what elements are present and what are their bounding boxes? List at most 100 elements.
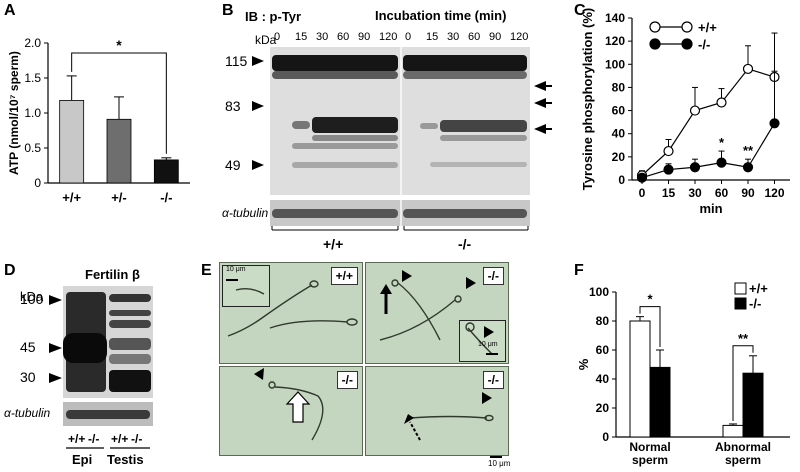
lane-label: +/+ (111, 432, 129, 446)
x-category-label: +/+ (62, 190, 81, 205)
data-point (742, 63, 754, 75)
legend-marker (681, 38, 693, 50)
y-tick-label: 40 (596, 372, 610, 386)
marker-label: 100 (20, 291, 44, 307)
x-tick-label: 60 (715, 186, 729, 200)
panel-b-tubulin-label: α-tubulin (222, 206, 269, 220)
x-category-label: sperm (632, 453, 668, 467)
y-tick-label: 20 (596, 401, 610, 415)
marker-label: 83 (225, 98, 241, 114)
marker-label: 115 (225, 53, 248, 69)
inset-wt (222, 265, 270, 307)
time-label: 0 (274, 31, 281, 43)
significance-star: ** (743, 143, 754, 158)
marker-arrow-icon (252, 101, 264, 111)
legend-label: -/- (749, 296, 761, 311)
scale-inset-wt: 10 μm (226, 266, 246, 273)
micrograph-ko-2: -/- (219, 366, 363, 456)
micrograph-ko-3: -/- (365, 366, 509, 456)
panel-d-tubulin-label: α-tubulin (4, 406, 51, 420)
significance-star: ** (738, 331, 749, 346)
significance-bracket (71, 52, 167, 154)
y-tick-label: 2.0 (24, 36, 41, 50)
time-label: 60 (337, 31, 350, 43)
panel-f-letter: F (574, 262, 584, 279)
bar (106, 118, 132, 184)
scale-main: 10 μm (488, 459, 511, 468)
data-point (769, 118, 780, 129)
bar (629, 320, 651, 438)
x-tick-label: 120 (764, 186, 784, 200)
time-label: 15 (295, 31, 308, 43)
panel-a-letter: A (4, 2, 16, 19)
marker-arrow-icon (252, 56, 264, 66)
time-label: 15 (426, 31, 439, 43)
marker-label: 49 (225, 157, 241, 173)
fertilin-title: Fertilin β (85, 267, 140, 282)
y-tick-label: 80 (612, 80, 626, 94)
lane-label: -/- (131, 432, 143, 446)
marker-label: 30 (20, 369, 36, 385)
data-point (689, 162, 701, 173)
scale-inset-ko: 10 μm (478, 341, 498, 348)
panel-d-letter: D (4, 262, 16, 279)
legend-label: +/+ (698, 20, 717, 35)
legend-label: -/- (698, 37, 710, 52)
x-tick-label: 0 (639, 186, 646, 200)
micro-label: -/- (482, 267, 504, 285)
y-tick-label: 100 (605, 57, 625, 71)
tissue-epi: Epi (72, 452, 93, 467)
y-axis-label: Tyrosine phosphorylation (%) (580, 8, 595, 191)
marker-label: 45 (20, 339, 36, 355)
y-tick-label: 0 (34, 176, 41, 190)
data-point (663, 164, 674, 175)
x-axis-label: min (699, 201, 722, 216)
bar (59, 100, 85, 184)
x-category-label: Abnormal (715, 440, 771, 454)
x-category-label: sperm (725, 453, 761, 467)
panel-b-kda: kDa (255, 33, 277, 47)
legend-marker (649, 21, 661, 33)
panel-b-group-wt: +/+ (323, 236, 344, 252)
significance-bracket (732, 345, 754, 421)
legend-swatch (734, 282, 747, 295)
data-point (689, 105, 701, 116)
tissue-testis: Testis (107, 452, 144, 467)
data-point (742, 162, 754, 173)
y-tick-label: 60 (612, 104, 626, 118)
time-label: 90 (358, 31, 371, 43)
bar (649, 366, 671, 438)
panel-e-letter: E (201, 262, 212, 279)
panel-c-letter: C (574, 2, 586, 19)
time-label: 0 (405, 31, 412, 43)
significance-star: * (719, 135, 725, 150)
data-point (716, 97, 727, 108)
y-tick-label: 1.5 (24, 71, 41, 85)
ptyr-blot (270, 47, 530, 195)
y-tick-label: 20 (612, 150, 626, 164)
fertilin-blot (63, 286, 153, 398)
x-tick-label: 15 (662, 186, 676, 200)
bar (722, 424, 744, 438)
data-point (636, 172, 648, 183)
data-point (716, 157, 727, 168)
lane-label: +/+ (68, 432, 86, 446)
x-tick-label: 90 (741, 186, 755, 200)
y-tick-label: 40 (612, 127, 626, 141)
legend-label: +/+ (749, 281, 768, 296)
micro-label: -/- (336, 371, 358, 389)
ib-label: IB : p-Tyr (245, 9, 302, 24)
x-tick-label: 30 (688, 186, 702, 200)
time-label: 120 (379, 31, 398, 43)
significance-star: * (116, 37, 122, 53)
marker-arrow-icon (49, 295, 62, 305)
significance-star: * (647, 292, 653, 307)
y-tick-label: 1.0 (24, 106, 41, 120)
panel-b-letter: B (222, 2, 234, 19)
time-label: 60 (468, 31, 481, 43)
